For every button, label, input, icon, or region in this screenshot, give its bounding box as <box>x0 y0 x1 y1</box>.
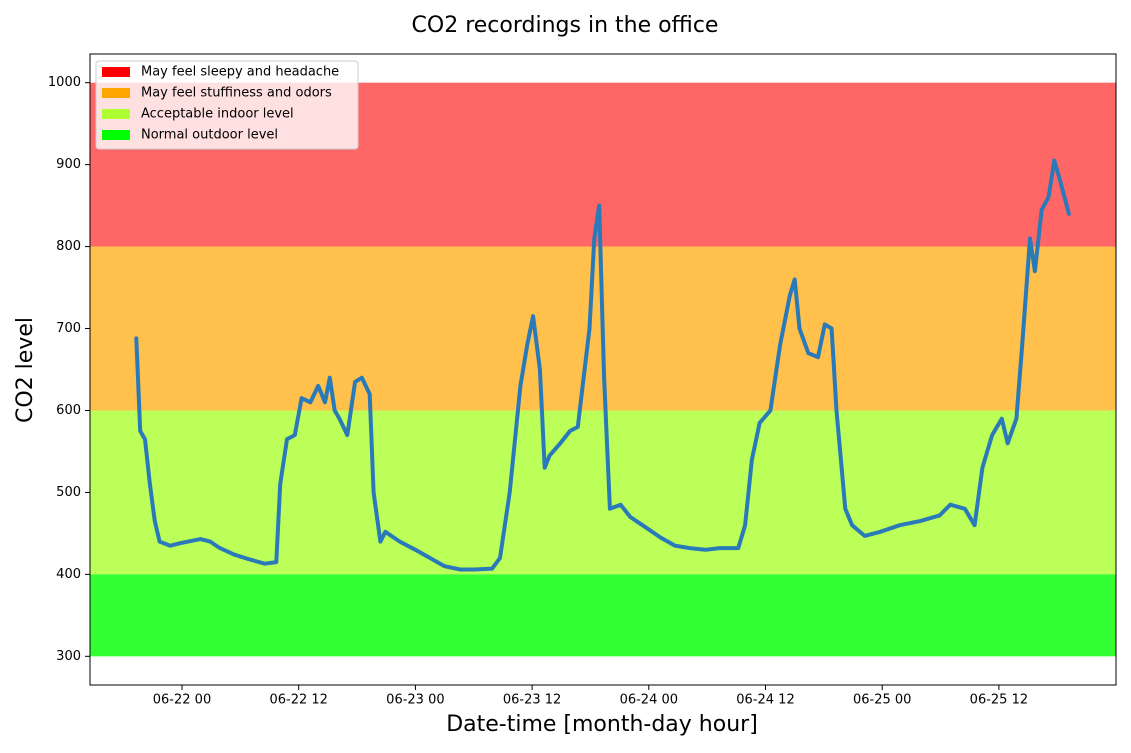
y-tick-label: 400 <box>56 567 81 582</box>
y-tick-label: 800 <box>56 239 81 254</box>
y-axis-label: CO2 level <box>13 317 38 423</box>
x-tick-label: 06-25 12 <box>970 693 1028 708</box>
legend-label: May feel stuffiness and odors <box>141 86 332 101</box>
band <box>90 574 1116 657</box>
legend-box <box>95 60 359 150</box>
data-line <box>134 158 1071 572</box>
x-axis-label: Date-time [month-day hour] <box>446 712 758 737</box>
y-tick-label: 900 <box>56 157 81 172</box>
y-tick-label: 300 <box>56 649 81 664</box>
legend-swatch <box>102 67 130 77</box>
x-tick-label: 06-25 00 <box>853 693 911 708</box>
y-tick-label: 600 <box>56 403 81 418</box>
x-tick-label: 06-22 12 <box>269 693 327 708</box>
legend-label: Normal outdoor level <box>141 128 278 143</box>
legend-swatch <box>102 109 130 119</box>
legend-swatch <box>102 130 130 140</box>
chart-title: CO2 recordings in the office <box>412 13 719 38</box>
x-tick-label: 06-24 00 <box>620 693 678 708</box>
legend-label: May feel sleepy and headache <box>141 65 339 80</box>
legend: May feel sleepy and headache May feel stu… <box>95 60 359 150</box>
plot-frame <box>89 53 1117 686</box>
x-tick-label: 06-22 00 <box>153 693 211 708</box>
legend-label: Acceptable indoor level <box>141 107 294 122</box>
band <box>90 410 1116 575</box>
y-tick-label: 500 <box>56 485 81 500</box>
x-tick-label: 06-23 00 <box>386 693 444 708</box>
x-tick-label: 06-24 12 <box>736 693 794 708</box>
y-tick-label: 1000 <box>48 75 81 90</box>
y-tick-label: 700 <box>56 321 81 336</box>
x-tick-label: 06-23 12 <box>503 693 561 708</box>
legend-swatch <box>102 88 130 98</box>
